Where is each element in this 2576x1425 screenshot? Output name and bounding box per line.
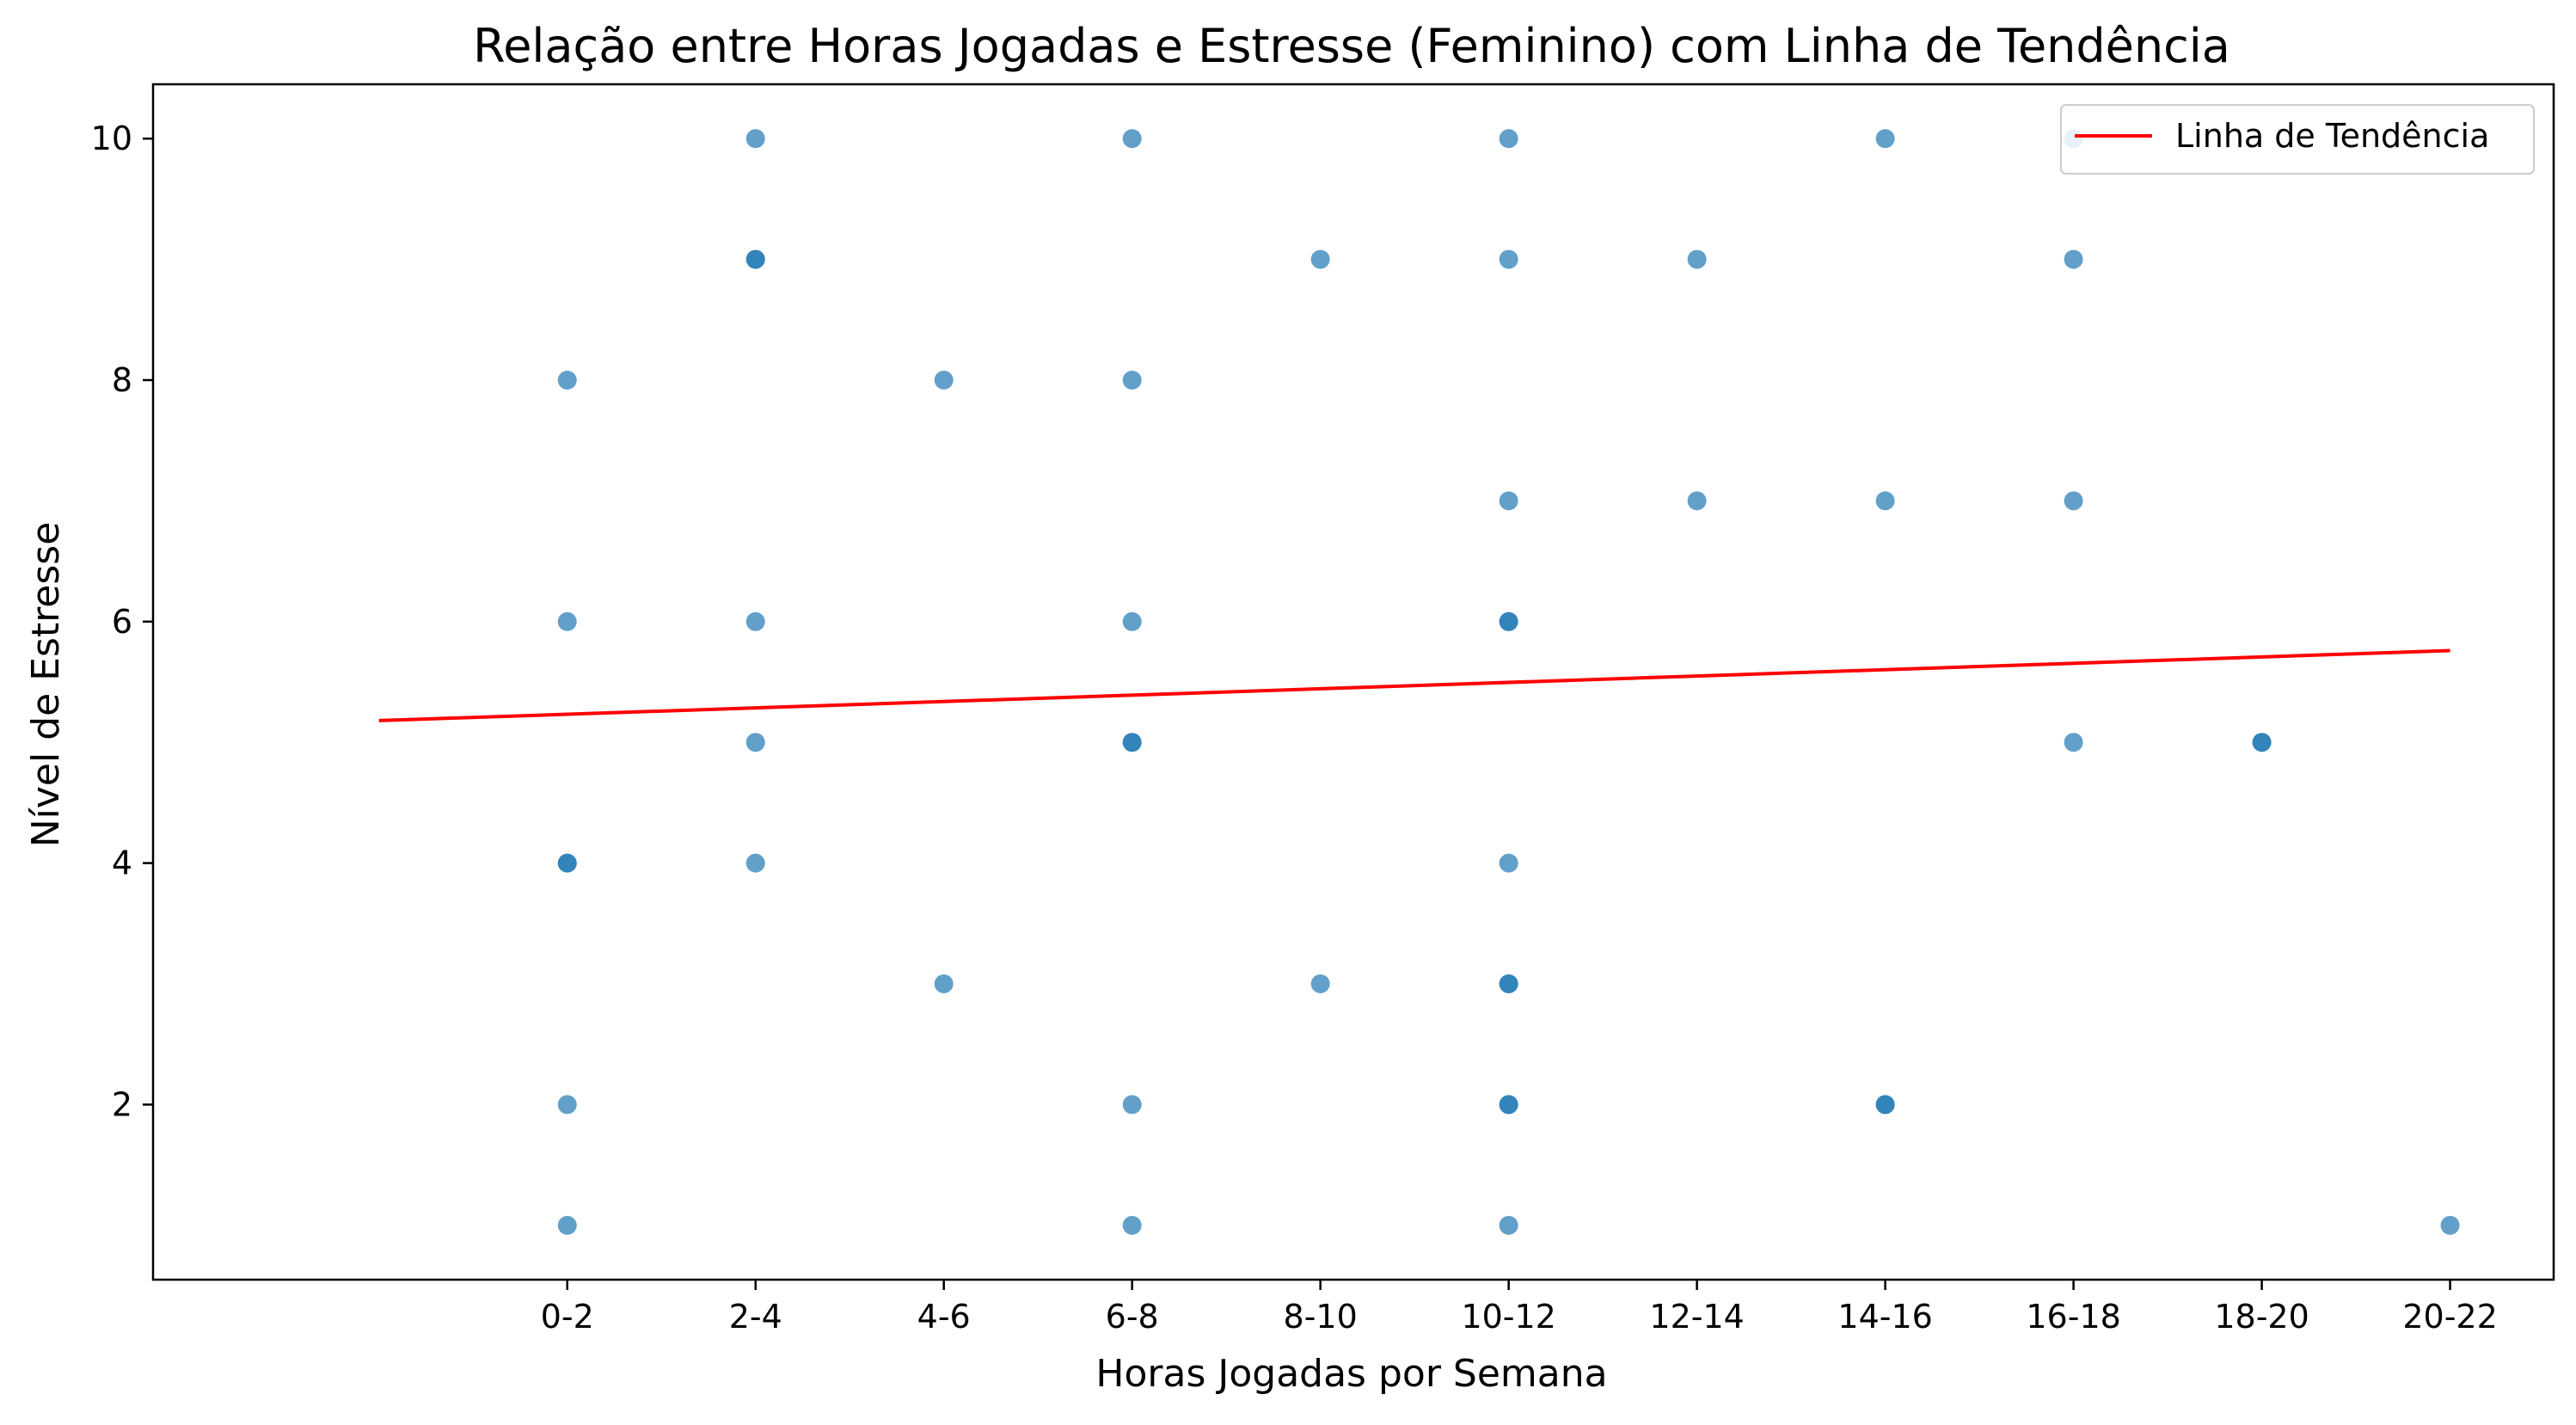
points-layer <box>557 129 2460 1235</box>
chart-title: Relação entre Horas Jogadas e Estresse (… <box>473 19 2230 73</box>
y-tick-label: 10 <box>91 120 132 157</box>
y-tick-label: 8 <box>112 361 132 399</box>
x-tick-label: 16-18 <box>2026 1298 2120 1336</box>
data-point <box>745 129 765 149</box>
x-tick-label: 2-4 <box>729 1298 782 1336</box>
x-tick-label: 6-8 <box>1106 1298 1159 1336</box>
y-axis-label: Nível de Estresse <box>24 522 68 848</box>
data-point <box>1499 611 1518 631</box>
data-point <box>745 853 765 873</box>
data-point <box>1499 853 1518 873</box>
data-point <box>557 1215 577 1235</box>
trend-line <box>378 648 2450 722</box>
data-point <box>557 1095 577 1115</box>
data-point <box>1687 491 1707 511</box>
data-point <box>1499 129 1518 149</box>
y-tick-label: 6 <box>112 603 132 641</box>
legend-trend-label: Linha de Tendência <box>2175 117 2489 155</box>
x-tick-label: 10-12 <box>1461 1298 1555 1336</box>
data-point <box>1499 974 1518 994</box>
data-point <box>934 974 954 994</box>
data-point <box>745 733 765 752</box>
data-point <box>1122 129 1142 149</box>
data-point <box>745 249 765 269</box>
data-point <box>1310 249 1330 269</box>
data-point <box>1499 1095 1518 1115</box>
x-axis-label: Horas Jogadas por Semana <box>1095 1352 1607 1396</box>
data-point <box>2064 249 2083 269</box>
y-tick-label: 2 <box>112 1085 132 1123</box>
data-point <box>2064 733 2083 752</box>
data-point <box>2440 1215 2460 1235</box>
data-point <box>1122 1215 1142 1235</box>
data-point <box>2064 491 2083 511</box>
x-tick-label: 20-22 <box>2402 1298 2497 1336</box>
x-tick-label: 12-14 <box>1649 1298 1744 1336</box>
data-point <box>934 370 954 390</box>
trend-layer <box>378 648 2450 722</box>
axes-layer: 0-2 2-4 4-6 6-8 8-10 10-12 12-14 14-16 16-18 18-2… <box>91 83 2555 1336</box>
x-tick-label: 14-16 <box>1837 1298 1932 1336</box>
x-tick-label: 4-6 <box>917 1298 971 1336</box>
data-point <box>1122 370 1142 390</box>
data-point <box>1499 1215 1518 1235</box>
axes-frame <box>151 83 2555 1281</box>
data-point <box>1499 249 1518 269</box>
x-tick-label: 0-2 <box>541 1298 594 1336</box>
data-point <box>1875 1095 1895 1115</box>
x-tick-label: 8-10 <box>1284 1298 1358 1336</box>
legend: Linha de Tendência <box>2060 104 2535 175</box>
data-point <box>557 370 577 390</box>
data-point <box>1122 1095 1142 1115</box>
data-point <box>1122 611 1142 631</box>
data-point <box>1875 491 1895 511</box>
data-point <box>745 611 765 631</box>
data-point <box>1687 249 1707 269</box>
data-point <box>1875 129 1895 149</box>
data-point <box>557 611 577 631</box>
plot-area <box>153 84 2554 1280</box>
x-tick-label: 18-20 <box>2214 1298 2309 1336</box>
data-point <box>1122 733 1142 752</box>
data-point <box>1499 491 1518 511</box>
data-point <box>2252 733 2272 752</box>
data-point <box>1310 974 1330 994</box>
plot-background <box>153 84 2554 1280</box>
legend-box <box>2060 104 2535 175</box>
data-point <box>557 853 577 873</box>
y-tick-label: 4 <box>112 845 132 882</box>
